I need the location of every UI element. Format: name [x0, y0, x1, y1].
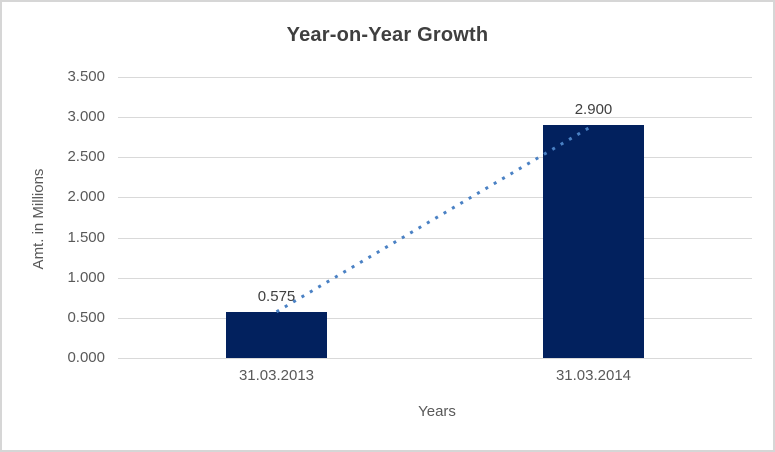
plot-area: [118, 77, 752, 359]
gridline: [118, 277, 752, 279]
y-axis-tick-label: 0.000: [67, 349, 105, 366]
x-axis-category-label: 31.03.2014: [555, 367, 632, 384]
y-axis-tick-label: 2.500: [67, 148, 105, 166]
gridline: [118, 117, 752, 119]
x-axis-category-label: 31.03.2013: [238, 367, 315, 384]
gridline: [118, 77, 752, 78]
y-axis-tick-label: 1.000: [67, 268, 105, 286]
x-axis-title: Years: [418, 403, 456, 420]
gridline: [118, 237, 752, 239]
gridline: [118, 317, 752, 319]
data-label: 2.900: [574, 101, 613, 119]
y-axis-tick-label: 1.500: [67, 228, 105, 246]
gridline: [118, 358, 752, 359]
y-axis-tick-label: 2.000: [67, 188, 105, 206]
data-label: 0.575: [257, 287, 296, 305]
gridline: [118, 157, 752, 159]
y-axis-tick-label: 0.500: [67, 308, 105, 326]
y-axis-tick-label: 3.500: [67, 68, 105, 85]
y-axis-tick-label: 3.000: [67, 108, 105, 126]
chart-title: Year-on-Year Growth: [286, 24, 489, 46]
bar-31.03.2014: [543, 125, 644, 358]
bar-31.03.2013: [226, 311, 327, 358]
gridline: [118, 197, 752, 199]
